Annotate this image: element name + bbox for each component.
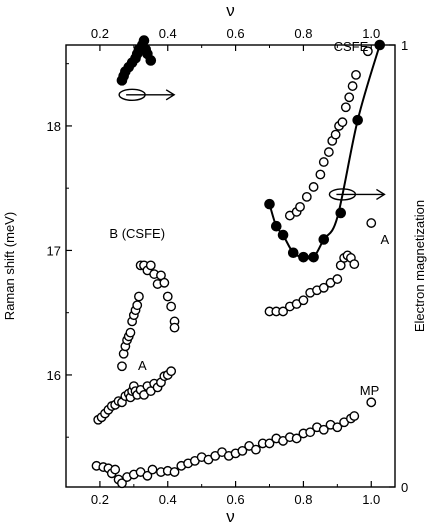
open-point xyxy=(308,182,319,192)
open-point xyxy=(366,397,377,408)
annotation-label: CSFE xyxy=(334,39,369,54)
open-point xyxy=(349,259,360,270)
filled-point xyxy=(374,39,386,51)
x-tick-label-top: 1.0 xyxy=(362,26,380,41)
open-point xyxy=(318,282,329,293)
open-point xyxy=(315,169,326,180)
open-point xyxy=(132,300,143,311)
filled-point xyxy=(138,35,150,46)
filled-point xyxy=(352,114,363,126)
annotation-label: A xyxy=(138,358,147,373)
open-point xyxy=(337,117,348,128)
y-right-tick-label: 0 xyxy=(401,480,408,495)
filled-point xyxy=(270,220,282,232)
open-point xyxy=(295,201,305,212)
arrow-right-icon xyxy=(165,89,176,101)
open-point xyxy=(318,157,329,167)
data-points xyxy=(91,35,386,489)
x-tick-label-bottom: 0.8 xyxy=(294,492,312,507)
open-point xyxy=(351,69,361,80)
open-point xyxy=(332,422,343,433)
open-point xyxy=(166,366,177,377)
filled-point xyxy=(145,55,157,66)
y-axis-title-left: Raman shift (meV) xyxy=(2,212,17,320)
open-point xyxy=(298,295,309,306)
filled-point xyxy=(298,251,309,263)
plot-frame xyxy=(65,44,396,488)
open-point xyxy=(145,260,156,271)
filled-point xyxy=(277,229,289,241)
y-axis-title-right: Electron magnetization xyxy=(412,200,427,332)
open-point xyxy=(142,470,153,481)
annotations: CSFE B (CSFE) A A MP xyxy=(109,39,389,398)
arrow-right-icon xyxy=(376,188,386,201)
open-point xyxy=(278,306,288,317)
open-point xyxy=(330,129,341,140)
tick-labels: 0.2 0.2 0.4 0.4 0.6 0.6 0.8 0.8 1.0 1.0 16 17 18 0 1 xyxy=(47,26,409,507)
open-point xyxy=(147,464,158,475)
open-point xyxy=(344,92,355,103)
x-tick-label-top: 0.8 xyxy=(294,26,312,41)
open-point xyxy=(169,467,180,477)
open-point xyxy=(264,438,275,449)
open-point xyxy=(291,433,302,444)
open-point xyxy=(332,274,343,284)
open-point xyxy=(362,46,373,57)
y-left-tick-label: 18 xyxy=(47,119,61,134)
open-point xyxy=(237,445,248,456)
open-point xyxy=(347,81,358,91)
x-tick-label-top: 0.6 xyxy=(227,26,245,41)
open-point xyxy=(301,191,312,202)
open-point xyxy=(169,322,180,333)
open-point xyxy=(305,427,316,438)
annotation-label: MP xyxy=(360,383,380,398)
x-tick-label-bottom: 1.0 xyxy=(362,492,380,507)
filled-point xyxy=(287,247,299,259)
open-point xyxy=(162,291,173,302)
x-tick-label-bottom: 0.6 xyxy=(227,492,245,507)
open-point xyxy=(349,411,360,421)
y-left-tick-label: 16 xyxy=(47,368,61,383)
filled-point xyxy=(335,207,347,219)
open-point xyxy=(110,464,121,475)
open-point xyxy=(251,444,261,455)
open-point xyxy=(117,478,127,489)
filled-point xyxy=(308,251,319,263)
x-tick-label-bottom: 0.4 xyxy=(159,492,177,507)
open-point xyxy=(159,277,170,288)
open-point xyxy=(134,291,144,302)
open-point xyxy=(125,327,136,338)
x-axis-title-top: ν xyxy=(226,1,235,20)
filled-point xyxy=(318,234,330,245)
x-axis-title-bottom: ν xyxy=(226,507,235,526)
filled-point xyxy=(264,198,275,210)
y-right-tick-label: 1 xyxy=(401,38,408,53)
open-point xyxy=(340,102,351,113)
x-tick-label-bottom: 0.2 xyxy=(91,492,109,507)
annotation-label: B (CSFE) xyxy=(109,226,165,241)
y-left-tick-label: 17 xyxy=(47,243,61,258)
open-point xyxy=(318,424,329,435)
open-point xyxy=(117,361,127,372)
open-point xyxy=(366,218,377,228)
open-point xyxy=(166,301,177,312)
open-point xyxy=(323,147,334,157)
x-tick-label-top: 0.2 xyxy=(91,26,109,41)
x-tick-label-top: 0.4 xyxy=(159,26,177,41)
arrows xyxy=(118,88,386,201)
annotation-label: A xyxy=(380,232,389,247)
